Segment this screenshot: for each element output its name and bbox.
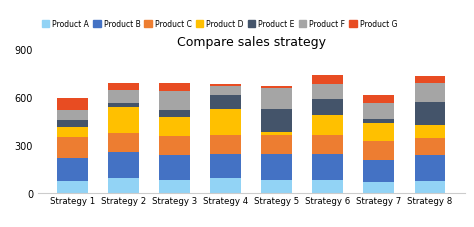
Bar <box>262 86 292 89</box>
Bar <box>109 133 139 153</box>
Bar <box>210 85 241 86</box>
Bar <box>414 77 445 84</box>
Bar <box>57 99 88 110</box>
Bar <box>57 121 88 128</box>
Bar <box>210 86 241 95</box>
Bar <box>57 158 88 181</box>
Bar <box>312 100 343 115</box>
Bar <box>109 104 139 108</box>
Bar <box>312 85 343 100</box>
Bar <box>210 95 241 109</box>
Bar <box>109 178 139 193</box>
Bar <box>414 156 445 181</box>
Bar <box>109 108 139 133</box>
Bar <box>57 110 88 121</box>
Bar <box>414 84 445 102</box>
Bar <box>312 180 343 193</box>
Bar <box>364 103 394 119</box>
Bar <box>262 89 292 109</box>
Bar <box>414 181 445 193</box>
Bar <box>414 138 445 156</box>
Bar <box>364 160 394 183</box>
Bar <box>159 180 190 193</box>
Bar <box>262 155 292 180</box>
Bar <box>262 136 292 155</box>
Bar <box>312 155 343 180</box>
Bar <box>312 136 343 155</box>
Bar <box>159 136 190 156</box>
Bar <box>262 133 292 136</box>
Bar <box>57 128 88 137</box>
Bar <box>159 156 190 180</box>
Bar <box>57 137 88 158</box>
Bar <box>159 92 190 110</box>
Bar <box>312 115 343 136</box>
Bar <box>262 180 292 193</box>
Bar <box>414 102 445 125</box>
Bar <box>364 119 394 123</box>
Bar <box>364 141 394 160</box>
Bar <box>109 90 139 104</box>
Bar <box>262 109 292 133</box>
Bar <box>364 123 394 141</box>
Bar <box>364 95 394 103</box>
Bar <box>210 178 241 193</box>
Bar <box>109 83 139 90</box>
Bar <box>414 125 445 138</box>
Title: Compare sales strategy: Compare sales strategy <box>177 36 326 49</box>
Bar <box>159 83 190 92</box>
Bar <box>57 181 88 193</box>
Bar <box>159 117 190 136</box>
Legend: Product A, Product B, Product C, Product D, Product E, Product F, Product G: Product A, Product B, Product C, Product… <box>42 20 397 29</box>
Bar <box>312 75 343 85</box>
Bar <box>364 183 394 193</box>
Bar <box>210 109 241 135</box>
Bar <box>159 110 190 117</box>
Bar <box>210 154 241 178</box>
Bar <box>210 135 241 154</box>
Bar <box>109 153 139 178</box>
